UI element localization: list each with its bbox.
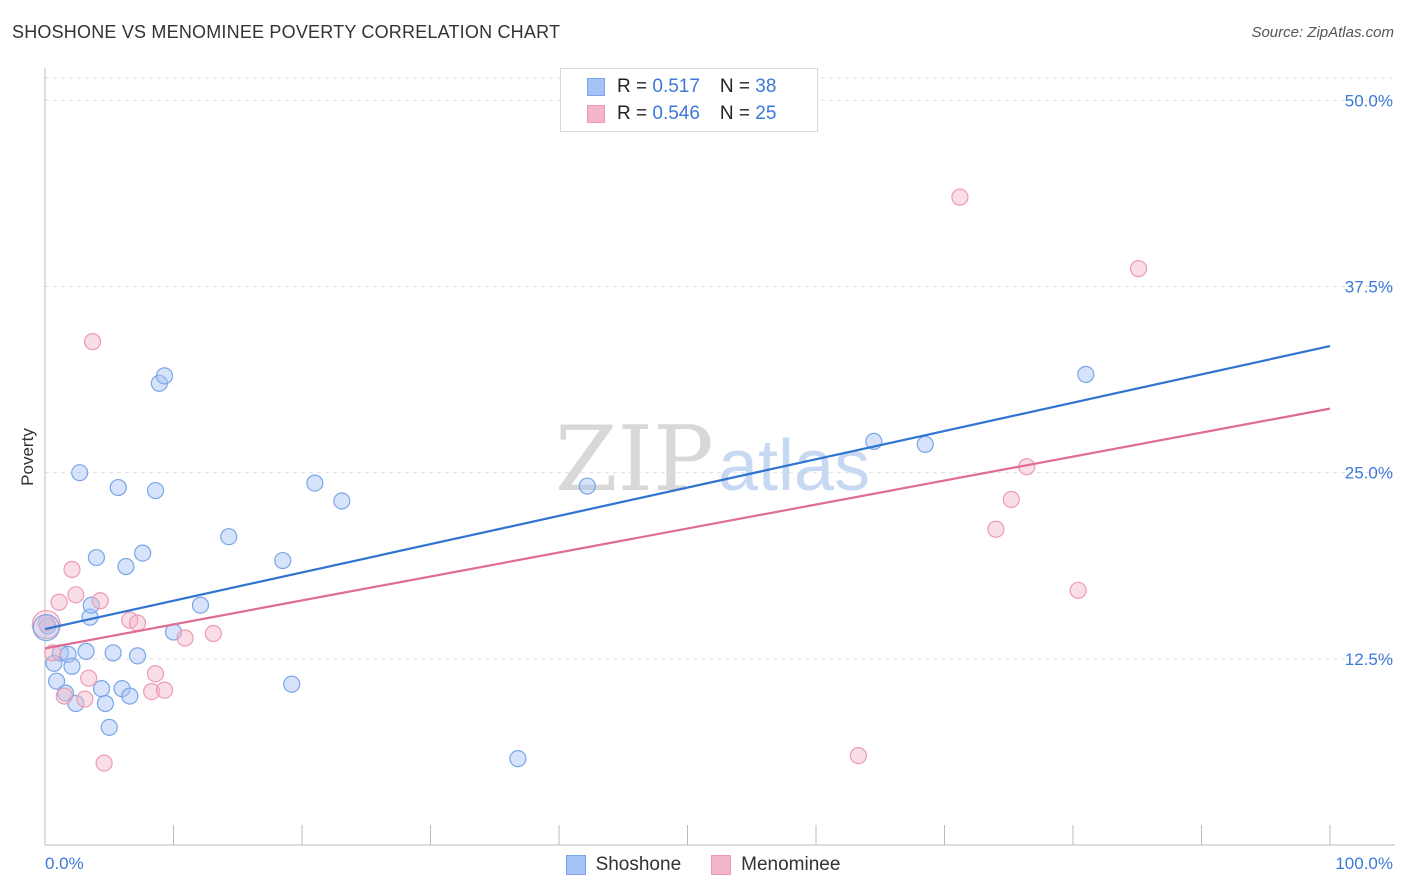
series-legend-menominee[interactable]: Menominee <box>711 852 840 878</box>
shoshone-point <box>134 544 152 562</box>
shoshone-point <box>104 644 122 662</box>
shoshone-point <box>71 464 89 482</box>
shoshone-point <box>63 657 81 675</box>
legend-row-shoshone: R = 0.517 N = 38 <box>587 75 776 99</box>
menominee-point <box>1002 490 1020 509</box>
menominee-point <box>80 669 98 687</box>
watermark-atlas: atlas <box>718 426 870 506</box>
x-tick-label: 100.0% <box>1335 854 1393 873</box>
menominee-point <box>1069 581 1087 599</box>
trend-lines <box>44 345 1331 650</box>
legend-r-label: R = <box>617 76 653 97</box>
legend-n-value: 25 <box>755 103 777 124</box>
series-swatch-shoshone <box>565 855 586 875</box>
shoshone-point <box>32 613 60 642</box>
y-tick-label: 25.0% <box>1345 464 1393 483</box>
shoshone-point <box>128 647 147 665</box>
y-tick-label: 12.5% <box>1345 650 1393 669</box>
shoshone-point <box>578 477 596 495</box>
y-tick-label: 37.5% <box>1345 278 1393 297</box>
shoshone-point <box>155 367 174 385</box>
series-name-menominee: Menominee <box>741 854 841 875</box>
legend-row-menominee: R = 0.546 N = 25 <box>587 102 776 126</box>
shoshone-point <box>306 474 324 492</box>
legend-n-value: 38 <box>755 76 777 97</box>
series-name-shoshone: Shoshone <box>595 854 682 875</box>
legend-n-label: N = <box>719 103 756 124</box>
shoshone-point <box>191 596 210 614</box>
menominee-point <box>63 560 81 579</box>
menominee-point <box>95 754 113 772</box>
legend-r-label: R = <box>617 103 653 124</box>
menominee-point <box>1129 260 1148 278</box>
menominee-point <box>83 333 102 351</box>
shoshone-point <box>283 675 301 693</box>
axis-labels: 12.5% 25.0% 37.5% 50.0% 0.0% 100.0% Poverty <box>18 91 1393 873</box>
menominee-point <box>91 592 109 610</box>
chart-title: SHOSHONE VS MENOMINEE POVERTY CORRELATIO… <box>12 22 561 42</box>
menominee-trend-line <box>44 407 1331 650</box>
shoshone-point <box>100 718 118 736</box>
menominee-point <box>143 682 161 701</box>
x-tick-label: 0.0% <box>45 854 84 873</box>
shoshone-point <box>117 557 135 576</box>
menominee-point <box>155 681 174 699</box>
correlation-legend: R = 0.517 N = 38 R = 0.546 N = 25 <box>560 68 818 132</box>
axes <box>44 68 1395 846</box>
y-tick-label: 50.0% <box>1345 91 1393 110</box>
shoshone-point <box>274 551 292 570</box>
shoshone-point <box>1077 365 1095 383</box>
series-legend-shoshone[interactable]: Shoshone <box>565 852 682 878</box>
shoshone-point <box>220 528 238 546</box>
menominee-point <box>176 629 194 647</box>
legend-swatch-shoshone <box>587 78 605 96</box>
shoshone-point <box>333 492 351 510</box>
shoshone-point <box>916 435 934 453</box>
shoshone-point <box>82 596 100 614</box>
menominee-point <box>204 624 222 643</box>
shoshone-point <box>109 478 127 497</box>
series-swatch-menominee <box>711 855 732 875</box>
menominee-point <box>987 520 1005 538</box>
y-axis-label: Poverty <box>18 428 37 486</box>
shoshone-point <box>87 548 106 567</box>
shoshone-trend-line <box>44 345 1331 631</box>
menominee-point <box>128 614 147 632</box>
shoshone-point <box>92 680 111 698</box>
menominee-point <box>76 690 94 708</box>
watermark: ZIP atlas <box>555 407 870 512</box>
menominee-point <box>951 188 969 206</box>
legend-r-value: 0.517 <box>652 76 700 97</box>
watermark-zip: ZIP <box>555 407 714 512</box>
series-legend: Shoshone Menominee <box>0 852 1406 878</box>
shoshone-point <box>77 642 95 660</box>
menominee-point <box>67 586 85 604</box>
shoshone-point <box>509 750 527 768</box>
shoshone-point <box>121 687 139 705</box>
menominee-point <box>50 593 68 611</box>
shoshone-point <box>96 694 114 713</box>
menominee-point <box>849 747 868 765</box>
source-label: Source: ZipAtlas.com <box>1251 24 1394 41</box>
shoshone-point <box>47 672 66 690</box>
menominee-point <box>44 644 62 662</box>
legend-swatch-menominee <box>587 105 605 123</box>
legend-r-value: 0.546 <box>652 103 700 124</box>
menominee-point <box>55 687 73 705</box>
legend-n-label: N = <box>719 76 756 97</box>
grid-lines <box>45 77 1395 660</box>
data-points <box>31 188 1148 772</box>
menominee-point <box>146 665 165 683</box>
shoshone-point <box>146 481 165 500</box>
